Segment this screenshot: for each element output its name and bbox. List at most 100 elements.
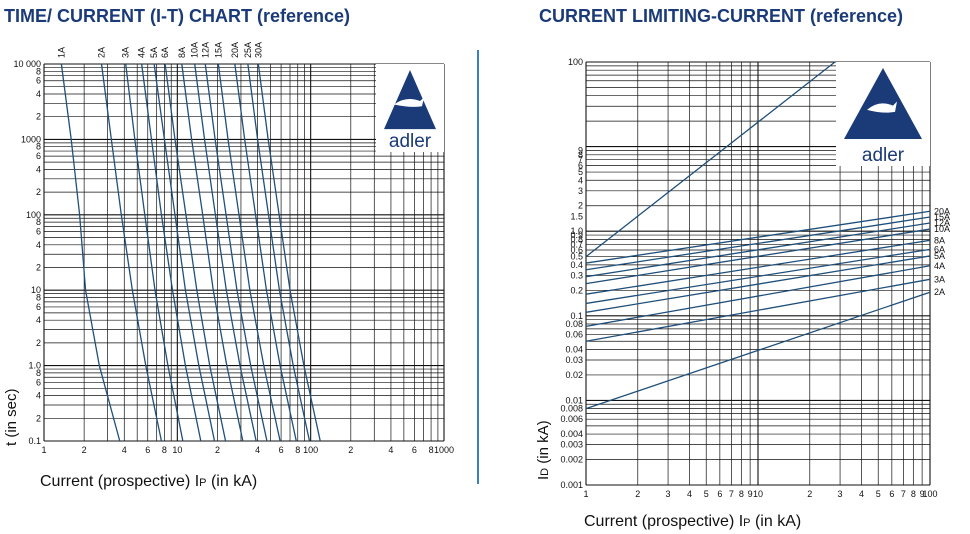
x-tick-label: 8 [162,445,167,455]
y-tick-label: 8 [36,66,41,76]
x-tick-label: 7 [901,489,906,499]
y-tick-label: 2 [36,187,41,197]
series-line-3A [125,63,184,442]
x-tick-label: 9 [920,489,925,499]
y-tick-label: 10 [31,285,41,295]
series-label: 2A [934,287,945,297]
x-tick-label: 2 [348,445,353,455]
y-tick-label: 8 [36,217,41,227]
series-label: 3A [934,274,945,284]
series-line-2A [100,63,163,442]
reference-line [585,61,836,258]
x-tick-label: 4 [859,489,864,499]
series-line-6A [164,63,227,442]
x-tick-label: 1000 [434,445,454,455]
y-tick-label: 4 [578,175,583,185]
left-chart-title: TIME/ CURRENT (I-T) CHART (reference) [4,6,351,26]
y-tick-label: 4 [36,240,41,250]
series-line-12A [204,63,268,442]
series-label: 3A [121,47,131,58]
x-axis-label-main: Current (prospective) I [584,513,743,530]
y-tick-label: 0.7 [570,239,583,249]
y-tick-label: 0.1 [570,311,583,321]
y-tick-label: 0.8 [570,234,583,244]
series-line-15A [217,63,281,442]
y-tick-label: 0.008 [560,404,583,414]
series-label: 4A [934,261,945,271]
series-label: 20A [230,42,240,58]
series-line-5A [585,255,931,313]
x-tick-label: 4 [388,445,393,455]
y-tick-label: 0.3 [570,270,583,280]
tick-labels: 1 2 4 6 8 10 2 4 6 8 100 2 4 6 8 10000.124681.024681024… [13,59,454,455]
series-label: 5A [934,251,945,261]
series-line-1A [60,63,121,442]
series-label: 30A [253,42,263,58]
x-tick-label: 8 [911,489,916,499]
x-tick-label: 100 [303,445,318,455]
y-tick-label: 2 [36,338,41,348]
series-line-8A [585,239,931,295]
x-axis-label-main: Current (prospective) I [40,473,199,490]
y-tick-label: 0.6 [570,245,583,255]
y-tick-label: 0.004 [560,429,583,439]
y-tick-label: 8 [36,293,41,303]
y-tick-label: 7 [578,155,583,165]
y-tick-label: 6 [36,377,41,387]
x-tick-label: 100 [922,489,937,499]
eagle-head-icon [394,97,424,107]
series-label: 6A [934,244,945,254]
x-tick-label: 6 [717,489,722,499]
x-tick-label: 4 [255,445,260,455]
y-tick-label: 0.08 [565,319,583,329]
x-tick-label: 8 [295,445,300,455]
x-tick-label: 8 [429,445,434,455]
series-line-25A [247,63,311,442]
y-tick-label: 2 [36,112,41,122]
y-tick-label: 0.04 [565,344,583,354]
y-tick-label: 3 [578,186,583,196]
x-tick-label: 3 [838,489,843,499]
series-line-12A [585,222,931,278]
y-tick-label: 8 [578,150,583,160]
series-label: 4A [137,47,147,58]
y-tick-label: 6 [36,302,41,312]
y-tick-label: 0.1 [28,436,41,446]
y-tick-label: 0.01 [565,395,583,405]
y-tick-label: 100 [26,210,41,220]
y-tick-label: 0.001 [560,480,583,490]
y-tick-label: 0.02 [565,370,583,380]
x-tick-label: 4 [687,489,692,499]
y-axis-label-main: I [535,476,552,480]
series-label: 8A [177,47,187,58]
x-tick-label: 6 [145,445,150,455]
x-tick-label: 9 [748,489,753,499]
series-line-2A [585,291,931,410]
x-axis-label-sub: P [199,477,206,489]
series-label: 8A [934,235,945,245]
y-tick-label: 1000 [21,134,41,144]
x-tick-label: 5 [704,489,709,499]
y-tick-label: 0.9 [570,230,583,240]
y-axis-label: t (in sec) [3,388,20,446]
series-line-10A [585,228,931,285]
y-axis-label: ID (in kA) [535,420,552,480]
x-tick-label: 10 [753,489,763,499]
x-tick-label: 8 [739,489,744,499]
series-label: 1A [56,47,66,58]
series: 1A 2A 3A 4A 5A 6A 8A 10A 12A 15A 20A 25A 30A [56,42,321,442]
x-axis-label-unit: (in kA) [751,513,802,530]
x-tick-label: 6 [412,445,417,455]
y-tick-label: 6 [36,151,41,161]
tick-labels: 1 2 3 4 5 6 7 8 9 10 2 3 4 5 6 7 8 91000.0010.0020.0030.0… [560,57,937,499]
y-axis-label-unit: (in kA) [535,420,552,468]
y-tick-label: 0.002 [560,455,583,465]
series-label: 2A [97,47,107,58]
y-tick-label: 8 [36,368,41,378]
series-line-4A [585,265,931,328]
series-line-4A [141,63,202,442]
y-tick-label: 0.4 [570,260,583,270]
y-tick-label: 4 [36,164,41,174]
time-current-chart: 1 2 4 6 8 10 2 4 6 8 100 2 4 6 8 10000.124681.024681024… [3,42,454,490]
